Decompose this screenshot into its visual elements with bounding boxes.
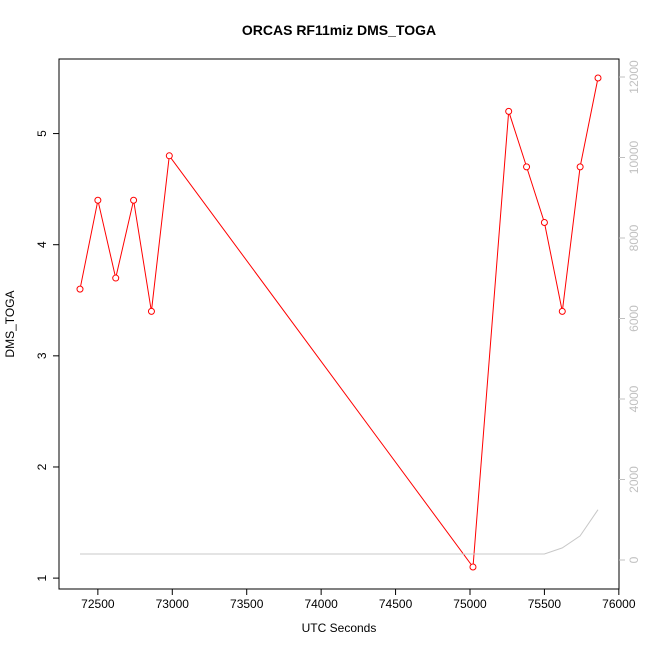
data-point <box>594 74 602 82</box>
y2-tick-label: 0 <box>627 556 641 563</box>
y-tick-label: 3 <box>35 352 49 359</box>
data-point <box>576 163 584 171</box>
x-tick-label: 74500 <box>379 597 413 611</box>
data-point <box>112 274 120 282</box>
y-tick-label: 1 <box>35 574 49 581</box>
y2-tick-label: 8000 <box>627 224 641 251</box>
data-point <box>94 196 102 204</box>
data-point <box>147 307 155 315</box>
data-point <box>505 107 513 115</box>
y2-tick-label: 12000 <box>627 60 641 94</box>
y-tick-label: 2 <box>35 463 49 470</box>
y2-tick-label: 2000 <box>627 466 641 493</box>
series-line <box>79 77 599 569</box>
y-axis-right: 0 2000 4000 6000 8000 10000 12000 <box>619 60 641 563</box>
chart-title: ORCAS RF11miz DMS_TOGA <box>242 22 436 38</box>
y-tick-label: 5 <box>35 130 49 137</box>
x-tick-label: 73000 <box>156 597 190 611</box>
plot-layer <box>76 74 602 571</box>
data-point <box>523 163 531 171</box>
x-tick-label: 74000 <box>304 597 338 611</box>
data-point <box>76 285 84 293</box>
data-point <box>469 563 477 571</box>
x-tick-label: 73500 <box>230 597 264 611</box>
x-tick-label: 75500 <box>528 597 562 611</box>
data-point <box>540 218 548 226</box>
data-point <box>130 196 138 204</box>
x-tick-label: 75000 <box>453 597 487 611</box>
x-tick-label: 72500 <box>81 597 115 611</box>
series-line-right <box>80 509 599 555</box>
y2-tick-label: 4000 <box>627 385 641 412</box>
y-axis-label: DMS_TOGA <box>3 290 17 357</box>
y-axis-left: 1 2 3 4 5 <box>35 130 59 581</box>
x-tick-label: 76000 <box>602 597 636 611</box>
data-point <box>558 307 566 315</box>
y-tick-label: 4 <box>35 241 49 248</box>
x-axis: 72500 73000 73500 74000 74500 75000 75500 76000 <box>81 589 636 611</box>
data-point <box>165 152 173 160</box>
y2-tick-label: 6000 <box>627 305 641 332</box>
y2-tick-label: 10000 <box>627 140 641 174</box>
plot-frame <box>58 58 620 590</box>
x-axis-label: UTC Seconds <box>302 621 377 635</box>
